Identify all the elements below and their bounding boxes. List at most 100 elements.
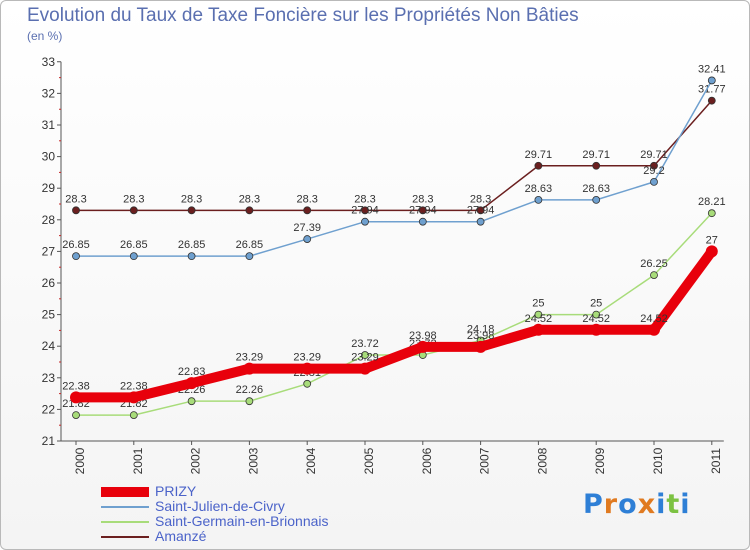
data-point <box>650 161 658 170</box>
data-point <box>590 323 603 336</box>
data-point <box>301 362 314 375</box>
data-point <box>70 391 82 404</box>
y-tick-label: 30 <box>42 150 56 164</box>
data-label: 28.3 <box>412 193 433 205</box>
data-label: 26.85 <box>236 239 264 251</box>
data-point <box>476 206 485 215</box>
x-tick-label: 2002 <box>189 447 203 474</box>
data-point <box>707 76 716 85</box>
logo-letter: t <box>666 489 681 520</box>
y-tick-label: 24 <box>42 339 56 353</box>
data-label: 28.3 <box>239 193 260 205</box>
series-line <box>71 246 717 403</box>
legend-label: Saint-Julien-de-Civry <box>155 498 285 514</box>
data-label: 29.2 <box>643 165 664 177</box>
data-label: 28.63 <box>582 183 610 195</box>
data-point <box>129 411 138 419</box>
data-point <box>361 217 369 226</box>
data-label: 28.21 <box>698 196 726 208</box>
data-label: 28.3 <box>123 193 144 205</box>
data-point <box>650 177 658 186</box>
y-tick-label: 21 <box>42 434 56 448</box>
data-label: 22.83 <box>178 366 206 378</box>
data-label: 22.26 <box>236 384 264 396</box>
data-label: 29.71 <box>582 149 610 161</box>
data-label: 23.98 <box>467 330 495 342</box>
chart-title: Evolution du Taux de Taxe Foncière sur l… <box>27 5 579 26</box>
data-label: 24.52 <box>525 313 553 325</box>
data-label: 29.71 <box>525 149 553 161</box>
data-point <box>418 217 427 226</box>
x-tick-label: 2004 <box>304 447 318 474</box>
data-label: 23.98 <box>409 330 437 342</box>
data-point <box>361 351 369 359</box>
data-label: 28.3 <box>296 193 317 205</box>
data-label: 27.39 <box>293 222 321 234</box>
data-point <box>418 206 427 215</box>
data-label: 22.38 <box>120 380 148 392</box>
legend: PRIZY Saint-Julien-de-Civry Saint-Germain-… <box>101 484 329 544</box>
data-label: 24.52 <box>640 313 668 325</box>
data-point <box>187 206 196 215</box>
y-tick-label: 31 <box>42 118 56 132</box>
data-label: 25 <box>590 298 602 310</box>
y-tick-label: 27 <box>42 244 56 258</box>
data-point <box>129 206 138 215</box>
data-label: 26.85 <box>178 239 206 251</box>
x-tick-label: 2011 <box>709 448 723 474</box>
data-point <box>707 209 716 218</box>
legend-item: Saint-Julien-de-Civry <box>101 499 329 514</box>
data-point <box>592 195 601 204</box>
data-point <box>245 397 254 406</box>
legend-item: Amanzé <box>101 529 329 544</box>
data-label: 27.94 <box>467 205 495 217</box>
data-label: 23.29 <box>236 352 264 364</box>
data-label: 28.3 <box>65 193 86 205</box>
logo-letter: i <box>656 489 667 520</box>
data-label: 29.71 <box>640 149 668 161</box>
logo-letter: i <box>680 489 691 520</box>
x-tick-label: 2005 <box>362 447 376 474</box>
data-point <box>72 206 80 215</box>
legend-swatch <box>101 521 149 524</box>
data-point <box>72 252 80 261</box>
data-label: 23.29 <box>351 352 379 364</box>
data-point <box>72 411 80 419</box>
logo-letter: x <box>637 489 657 520</box>
legend-swatch <box>101 487 149 498</box>
data-label: 31.77 <box>698 84 726 96</box>
x-tick-label: 2001 <box>131 447 145 474</box>
data-label: 25 <box>532 298 544 310</box>
data-label: 23.29 <box>293 352 321 364</box>
data-label: 28.3 <box>470 193 491 205</box>
data-point <box>187 252 196 261</box>
data-label: 27.94 <box>351 205 379 217</box>
x-tick-label: 2000 <box>73 447 87 474</box>
legend-label: PRIZY <box>155 483 197 499</box>
data-point <box>303 235 312 243</box>
data-label: 27.94 <box>409 205 437 217</box>
legend-label: Saint-Germain-en-Brionnais <box>155 513 329 529</box>
data-point <box>707 96 716 105</box>
data-label: 22.38 <box>62 380 90 392</box>
data-point <box>534 161 543 170</box>
data-label: 26.85 <box>62 239 90 251</box>
data-label: 28.3 <box>181 193 202 205</box>
y-tick-label: 29 <box>42 181 56 195</box>
data-point <box>127 391 140 404</box>
legend-item: PRIZY <box>101 484 329 499</box>
logo-letter: o <box>618 489 638 520</box>
data-point <box>705 245 718 258</box>
data-point <box>592 310 601 319</box>
data-point <box>243 362 256 375</box>
data-point <box>303 206 312 215</box>
legend-swatch <box>101 536 149 539</box>
y-tick-label: 25 <box>42 308 56 322</box>
data-point <box>592 161 601 170</box>
data-point <box>129 252 138 261</box>
data-point <box>187 397 196 406</box>
data-label: 24.52 <box>582 313 610 325</box>
data-point <box>416 340 429 353</box>
